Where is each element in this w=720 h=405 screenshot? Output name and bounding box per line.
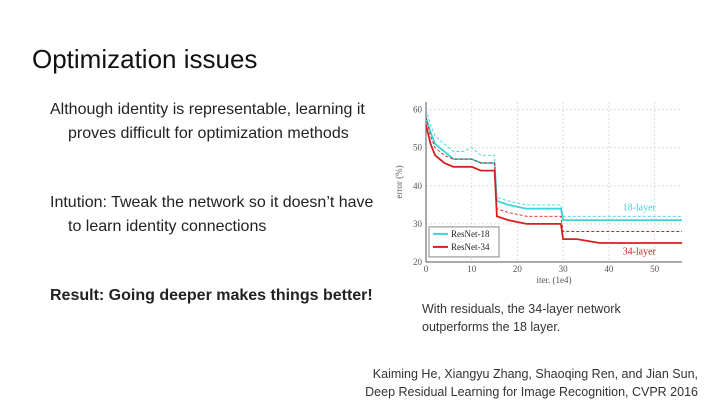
y-tick-label: 50 (413, 143, 423, 153)
citation-line-1: Kaiming He, Xiangyu Zhang, Shaoqing Ren,… (372, 367, 698, 381)
training-error-chart: 20 30 40 50 60 0 10 20 30 40 50 iter. (1e4) error (%… (392, 92, 692, 292)
y-axis-label: error (%) (394, 165, 404, 198)
x-tick-label: 30 (559, 264, 569, 274)
series-line-resnet-18-val (425, 109, 682, 217)
x-tick-label: 50 (650, 264, 660, 274)
y-tick-label: 30 (413, 219, 423, 229)
legend-label: ResNet-34 (451, 242, 490, 252)
bullet-2: Intution: Tweak the network so it doesn’… (50, 194, 374, 235)
y-tick-label: 20 (413, 257, 423, 267)
x-tick-label: 0 (424, 264, 429, 274)
legend-box (428, 226, 500, 258)
series-line-resnet-34-val (425, 117, 682, 232)
x-tick-label: 40 (604, 264, 614, 274)
bullet-1: Although identity is representable, lear… (50, 101, 365, 142)
y-tick-label: 40 (413, 181, 423, 191)
chart-caption: With residuals, the 34-layer network out… (422, 302, 621, 334)
slide-title: Optimization issues (32, 44, 258, 74)
legend-label: ResNet-18 (451, 229, 490, 239)
chart-svg: 20 30 40 50 60 0 10 20 30 40 50 iter. (1e4) error (%… (394, 102, 682, 285)
citation: Kaiming He, Xiangyu Zhang, Shaoqing Ren,… (365, 365, 698, 401)
x-axis-label: iter. (1e4) (537, 275, 572, 285)
x-tick-label: 20 (513, 264, 523, 274)
annotation-18-layer: 18-layer (623, 203, 657, 214)
series-line-resnet-34-train (425, 124, 682, 244)
bullet-3: Result: Going deeper makes things better… (50, 287, 373, 304)
y-tick-label: 60 (413, 105, 423, 115)
annotation-34-layer: 34-layer (623, 246, 657, 257)
citation-line-2: Deep Residual Learning for Image Recogni… (365, 385, 698, 399)
x-tick-label: 10 (467, 264, 477, 274)
